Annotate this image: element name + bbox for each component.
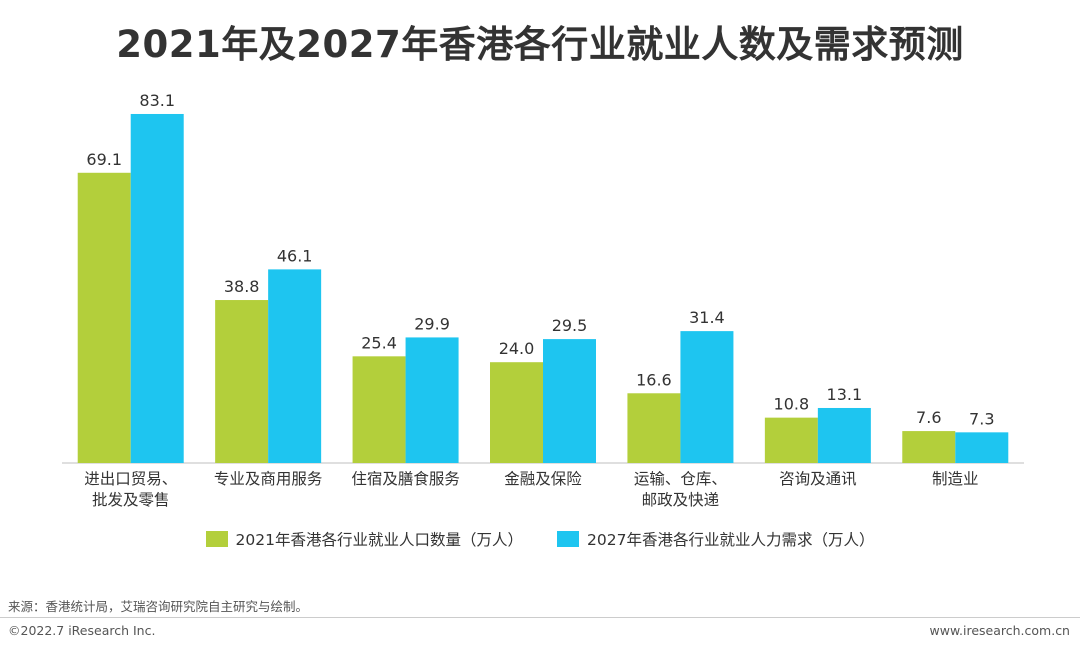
bar-2027-4[interactable]	[680, 331, 734, 463]
copyright: ©2022.7 iResearch Inc.	[8, 623, 156, 638]
data-label-2021-4: 16.6	[636, 370, 672, 389]
data-label-2027-2: 29.9	[414, 314, 450, 333]
footer-divider	[0, 617, 1080, 618]
data-label-2027-3: 29.5	[552, 316, 588, 335]
bar-2021-6[interactable]	[902, 431, 956, 463]
bar-2027-3[interactable]	[543, 339, 596, 463]
legend-label-2027: 2027年香港各行业就业人力需求（万人）	[587, 531, 875, 549]
bar-2021-3[interactable]	[490, 362, 543, 463]
category-label-0-0: 进出口贸易、	[84, 470, 177, 488]
bar-2027-2[interactable]	[405, 337, 459, 463]
data-label-2027-4: 31.4	[689, 308, 725, 327]
category-label-0-1: 批发及零售	[92, 491, 170, 509]
chart-title: 2021年及2027年香港各行业就业人数及需求预测	[116, 23, 964, 66]
data-label-2021-0: 69.1	[86, 150, 122, 169]
legend: 2021年香港各行业就业人口数量（万人） 2027年香港各行业就业人力需求（万人…	[0, 528, 1080, 550]
data-label-2027-1: 46.1	[277, 246, 313, 265]
bar-2027-0[interactable]	[130, 113, 184, 463]
category-label-6-0: 制造业	[932, 470, 979, 488]
source-note: 来源：香港统计局，艾瑞咨询研究院自主研究与绘制。	[8, 599, 309, 614]
data-label-2027-6: 7.3	[969, 409, 994, 428]
category-label-1-0: 专业及商用服务	[214, 470, 323, 488]
bar-2021-4[interactable]	[627, 393, 681, 463]
category-label-4-1: 邮政及快递	[642, 491, 720, 509]
data-label-2021-6: 7.6	[916, 408, 941, 427]
category-label-2-0: 住宿及膳食服务	[351, 470, 460, 488]
legend-label-2021: 2021年香港各行业就业人口数量（万人）	[235, 531, 523, 549]
bar-2021-1[interactable]	[215, 300, 269, 463]
legend-swatch-2021	[205, 531, 228, 547]
category-label-5-0: 咨询及通讯	[779, 470, 857, 488]
legend-swatch-2027	[557, 531, 579, 547]
data-label-2021-2: 25.4	[361, 333, 397, 352]
data-label-2021-1: 38.8	[224, 277, 260, 296]
category-label-3-0: 金融及保险	[504, 470, 582, 488]
legend-item-2021[interactable]: 2021年香港各行业就业人口数量（万人）	[205, 528, 523, 550]
legend-item-2027[interactable]: 2027年香港各行业就业人力需求（万人）	[557, 528, 874, 550]
bar-2027-1[interactable]	[268, 269, 322, 463]
data-label-2021-3: 24.0	[499, 339, 535, 358]
bar-2027-5[interactable]	[817, 407, 871, 463]
bar-2021-5[interactable]	[764, 417, 818, 463]
bar-2021-0[interactable]	[77, 172, 131, 463]
website-link[interactable]: www.iresearch.com.cn	[929, 623, 1071, 638]
bar-2027-6[interactable]	[955, 432, 1009, 463]
data-label-2027-5: 13.1	[827, 385, 863, 404]
data-label-2021-5: 10.8	[774, 395, 810, 414]
category-label-4-0: 运输、仓库、	[634, 470, 727, 488]
data-label-2027-0: 83.1	[139, 91, 175, 110]
bar-2021-2[interactable]	[352, 356, 406, 463]
